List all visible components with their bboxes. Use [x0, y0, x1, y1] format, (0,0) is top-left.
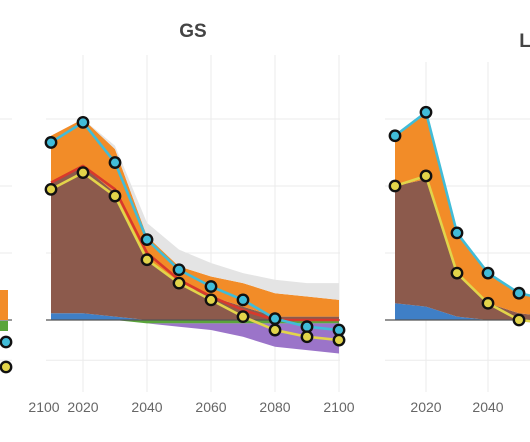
x-tick-label-l: 2040	[472, 399, 503, 415]
chart-panel-gs: GS 2020 2040 2060 2080 2100	[44, 21, 355, 415]
point-yellow_line-l-2050	[512, 313, 526, 327]
series-line-cyan_line-gs	[50, 121, 340, 332]
chart-title-l: L	[519, 31, 530, 52]
point-yellow_line-gs-2020	[76, 166, 90, 180]
x-tick-label-gs: 2080	[259, 399, 290, 415]
x-tick-label-left: 2100	[28, 399, 59, 415]
point-yellow_line-gs-2080	[268, 323, 282, 337]
x-tick-label-l: 2020	[410, 399, 441, 415]
x-tick-label-gs: 2100	[323, 399, 354, 415]
point-cyan_line-gs-2020	[76, 115, 90, 129]
point-cyan_line-l-2040	[481, 266, 495, 280]
point-cyan_line-l-2020	[419, 105, 433, 119]
point-yellow_line-gs-2040	[140, 253, 154, 267]
x-tick-label-gs: 2060	[195, 399, 226, 415]
area-orange-left	[0, 290, 8, 320]
point-cyan_line-gs-2080	[268, 312, 282, 326]
point-cyan_line-l-2030	[450, 226, 464, 240]
chart-panel-left: 2100	[0, 118, 60, 415]
chart-panel-l: L 2020 2040	[385, 31, 530, 415]
point-cyan_line-gs-2070	[236, 293, 250, 307]
point-cyan-left	[0, 335, 13, 349]
point-yellow_line-l-2010	[388, 179, 402, 193]
point-yellow_line-gs-2050	[172, 276, 186, 290]
point-cyan_line-gs-2040	[140, 233, 154, 247]
area-blue-l	[395, 303, 530, 320]
point-cyan_line-gs-2100	[332, 323, 346, 337]
point-yellow_line-l-2030	[450, 266, 464, 280]
area-blue-gs	[51, 313, 339, 320]
x-tick-label-gs: 2040	[131, 399, 162, 415]
point-yellow_line-gs-2070	[236, 310, 250, 324]
area-green-gs	[51, 320, 339, 324]
area-dark_brown-gs	[51, 165, 339, 320]
area-green-left	[0, 321, 8, 331]
point-cyan_line-gs-2010	[44, 136, 58, 149]
point-yellow_line-gs-2010	[44, 182, 58, 196]
point-cyan_line-gs-2030	[108, 156, 122, 169]
x-tick-label-gs: 2020	[67, 399, 98, 415]
series-line-yellow_line-gs	[50, 171, 340, 342]
point-yellow_line-gs-2100	[332, 333, 346, 347]
point-yellow_line-l-2040	[481, 296, 495, 310]
point-cyan_line-l-2050	[512, 286, 526, 300]
area-dark_brown-l	[395, 179, 530, 320]
point-yellow_line-l-2020	[419, 169, 433, 183]
point-yellow_line-gs-2060	[204, 293, 218, 307]
point-cyan_line-gs-2090	[300, 320, 314, 334]
point-yellow_line-gs-2030	[108, 189, 122, 203]
point-cyan_line-l-2010	[388, 129, 402, 143]
chart-title-gs: GS	[179, 21, 206, 42]
area-light_gray-gs	[51, 119, 339, 300]
series-line-red_line-gs	[50, 164, 339, 322]
point-cyan_line-gs-2050	[172, 263, 186, 277]
point-yellow_line-gs-2090	[300, 330, 314, 344]
area-purple-gs	[51, 320, 339, 354]
point-cyan_line-gs-2060	[204, 280, 218, 293]
point-yellow-left	[0, 360, 13, 374]
area-orange-l	[395, 112, 530, 315]
